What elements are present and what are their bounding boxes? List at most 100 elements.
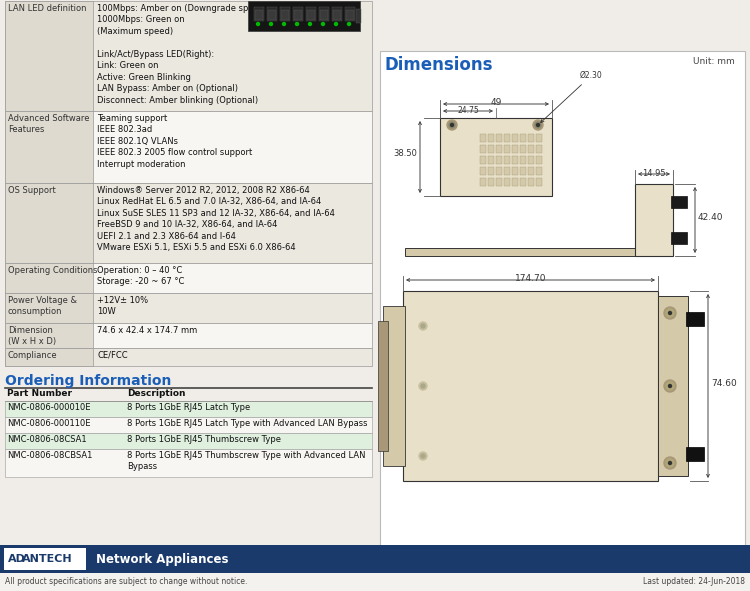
- Bar: [5, 348, 372, 366]
- Bar: [480, 178, 486, 186]
- Text: Operating Conditions: Operating Conditions: [8, 266, 98, 275]
- Bar: [5, 323, 93, 348]
- Circle shape: [421, 384, 425, 388]
- Bar: [488, 167, 494, 175]
- Text: 49: 49: [490, 98, 502, 107]
- Circle shape: [668, 311, 671, 314]
- Bar: [248, 1, 360, 31]
- Circle shape: [664, 307, 676, 319]
- Text: Network Appliances: Network Appliances: [96, 553, 229, 566]
- Text: Ordering Information: Ordering Information: [5, 374, 171, 388]
- Bar: [536, 134, 542, 142]
- Bar: [496, 145, 502, 153]
- Bar: [504, 156, 510, 164]
- Circle shape: [666, 309, 674, 317]
- Circle shape: [666, 382, 674, 390]
- Text: 42.40: 42.40: [698, 213, 724, 222]
- Bar: [294, 10, 302, 20]
- Bar: [254, 7, 264, 21]
- Circle shape: [334, 22, 338, 25]
- Bar: [520, 134, 526, 142]
- Bar: [658, 296, 688, 476]
- Bar: [5, 1, 93, 111]
- Text: Advanced Software
Features: Advanced Software Features: [8, 114, 89, 134]
- Bar: [528, 167, 534, 175]
- Bar: [686, 312, 704, 326]
- Text: 100Mbps: Amber on (Downgrade speed)
1000Mbps: Green on
(Maximum speed)

Link/Act: 100Mbps: Amber on (Downgrade speed) 1000…: [97, 4, 268, 105]
- Bar: [345, 7, 355, 21]
- Bar: [488, 134, 494, 142]
- Bar: [520, 156, 526, 164]
- Text: 74.60: 74.60: [711, 378, 736, 388]
- Bar: [488, 156, 494, 164]
- Bar: [496, 167, 502, 175]
- Bar: [512, 134, 518, 142]
- Text: 14.95: 14.95: [642, 169, 666, 178]
- Text: ANTECH: ANTECH: [22, 554, 73, 564]
- Bar: [671, 196, 687, 208]
- Bar: [520, 178, 526, 186]
- Text: Power Voltage &
consumption: Power Voltage & consumption: [8, 296, 77, 316]
- Bar: [255, 10, 263, 20]
- Bar: [5, 293, 372, 323]
- Text: NMC-0806-08CSA1: NMC-0806-08CSA1: [7, 435, 86, 444]
- Bar: [512, 167, 518, 175]
- Text: Compliance: Compliance: [8, 351, 58, 360]
- Text: Part Number: Part Number: [7, 389, 72, 398]
- Circle shape: [535, 122, 541, 128]
- Text: Last updated: 24-Jun-2018: Last updated: 24-Jun-2018: [643, 577, 745, 586]
- Bar: [671, 232, 687, 244]
- Text: NMC-0806-000010E: NMC-0806-000010E: [7, 403, 91, 412]
- Text: CE/FCC: CE/FCC: [97, 351, 128, 360]
- Circle shape: [421, 454, 425, 458]
- Bar: [504, 145, 510, 153]
- Text: Operation: 0 – 40 °C
Storage: -20 ~ 67 °C: Operation: 0 – 40 °C Storage: -20 ~ 67 °…: [97, 266, 184, 287]
- Bar: [480, 134, 486, 142]
- Text: AD: AD: [8, 554, 26, 564]
- Bar: [536, 178, 542, 186]
- Circle shape: [347, 22, 350, 25]
- Circle shape: [533, 120, 543, 130]
- Bar: [307, 10, 315, 20]
- Circle shape: [256, 22, 259, 25]
- Text: Teaming support
IEEE 802.3ad
IEEE 802.1Q VLANs
IEEE 802.3 2005 flow control supp: Teaming support IEEE 802.3ad IEEE 802.1Q…: [97, 114, 252, 169]
- Text: 8 Ports 1GbE RJ45 Thumbscrew Type with Advanced LAN
Bypass: 8 Ports 1GbE RJ45 Thumbscrew Type with A…: [127, 451, 365, 472]
- Circle shape: [421, 324, 425, 328]
- Bar: [320, 10, 328, 20]
- Text: NMC-0806-000110E: NMC-0806-000110E: [7, 419, 91, 428]
- Bar: [5, 348, 93, 366]
- Bar: [520, 145, 526, 153]
- Bar: [528, 145, 534, 153]
- Bar: [403, 291, 658, 481]
- Bar: [528, 156, 534, 164]
- Bar: [5, 111, 372, 183]
- Bar: [488, 145, 494, 153]
- Circle shape: [451, 124, 454, 126]
- Text: 38.50: 38.50: [393, 150, 417, 158]
- Text: Windows® Server 2012 R2, 2012, 2008 R2 X86-64
Linux RedHat EL 6.5 and 7.0 IA-32,: Windows® Server 2012 R2, 2012, 2008 R2 X…: [97, 186, 334, 252]
- Bar: [378, 321, 388, 451]
- Bar: [267, 7, 277, 21]
- Circle shape: [668, 462, 671, 465]
- Circle shape: [536, 124, 539, 126]
- Bar: [512, 178, 518, 186]
- Bar: [5, 449, 372, 477]
- Bar: [319, 7, 329, 21]
- Circle shape: [419, 452, 427, 460]
- Bar: [496, 134, 502, 142]
- Bar: [5, 433, 372, 449]
- Bar: [635, 184, 673, 256]
- Bar: [0, 573, 750, 591]
- Bar: [5, 111, 93, 183]
- Circle shape: [666, 459, 674, 467]
- Bar: [536, 156, 542, 164]
- Circle shape: [296, 22, 298, 25]
- Bar: [383, 306, 405, 466]
- Bar: [306, 7, 316, 21]
- Text: Description: Description: [127, 389, 185, 398]
- Bar: [5, 263, 372, 293]
- Text: 174.70: 174.70: [514, 274, 546, 283]
- Bar: [281, 10, 289, 20]
- Bar: [488, 178, 494, 186]
- Text: Unit: mm: Unit: mm: [693, 57, 735, 66]
